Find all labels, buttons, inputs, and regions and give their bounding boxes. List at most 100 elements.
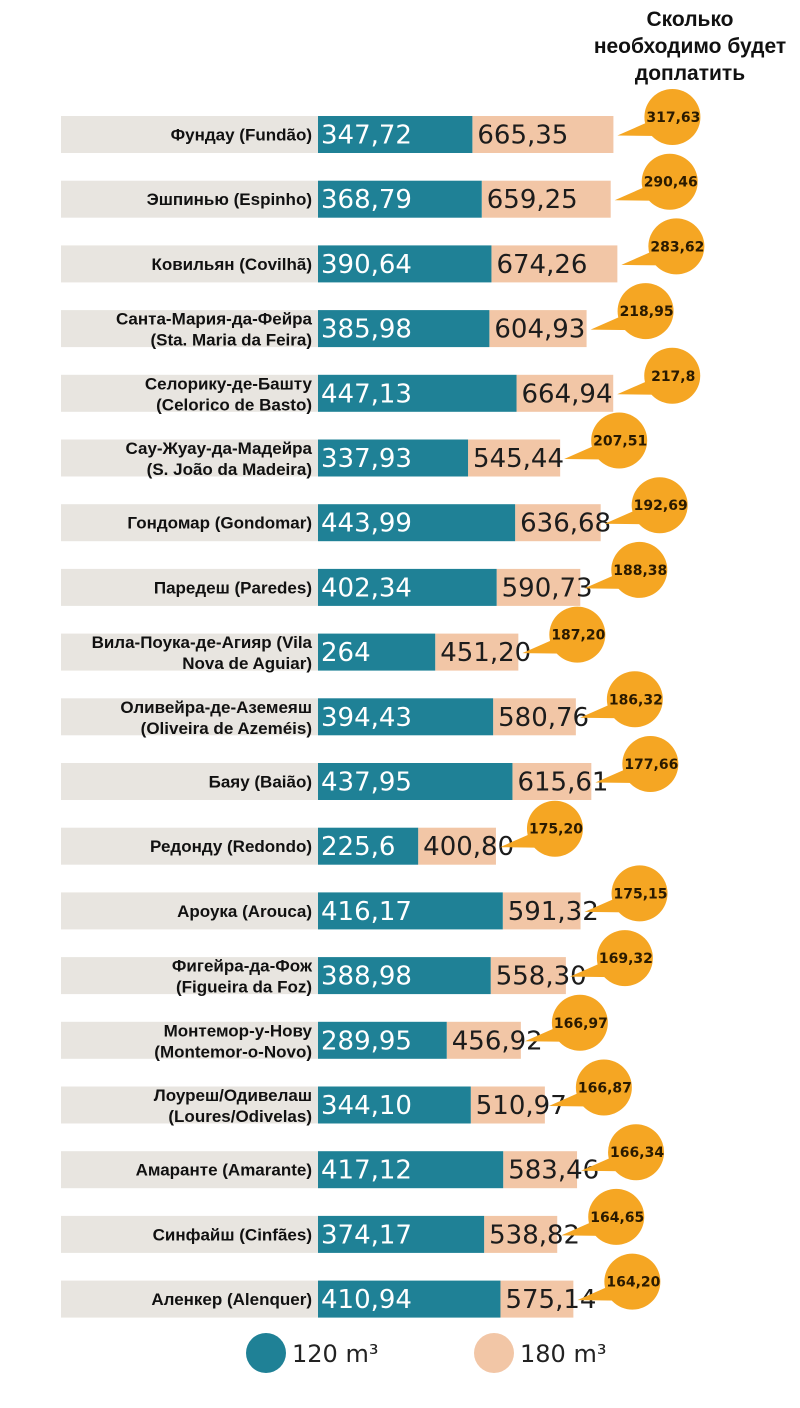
difference-label: 218,95 [620, 304, 674, 320]
bar-row: Редонду (Redondo) 225,6 400,80 175,20 [61, 800, 583, 865]
bar-120 [318, 892, 503, 930]
value-label-120: 344,10 [321, 1091, 412, 1121]
label-band [61, 439, 318, 477]
bar-180 [446, 1021, 521, 1059]
bar-row: Фундау (Fundão) 347,72 665,35 317,63 [61, 89, 700, 153]
bar-180 [470, 1086, 545, 1124]
bar-120 [318, 374, 517, 412]
label-band [61, 698, 318, 736]
category-label: Баяу (Baião) [209, 773, 312, 792]
bar-180 [500, 1280, 574, 1318]
chart-title-line: необходимо будет [594, 35, 786, 58]
bar-180 [512, 763, 592, 800]
category-label: (Celorico de Basto) [156, 395, 312, 414]
legend: 120 m³ 180 m³ [246, 1333, 606, 1373]
category-label: Санта-Мария-да-Фейра [116, 310, 313, 329]
bar-120 [318, 568, 497, 606]
category-label: Фигейра-да-Фож [172, 957, 313, 976]
category-label: Ковильян (Covilhã) [151, 255, 312, 274]
bar-row: Паредеш (Paredes) 402,34 590,73 188,38 [61, 541, 668, 606]
legend-label: 180 m³ [520, 1340, 606, 1368]
difference-label: 207,51 [593, 434, 647, 450]
difference-bubble [596, 930, 653, 987]
bar-180 [472, 116, 614, 153]
label-band [61, 957, 318, 995]
chart-title: Сколько необходимо будет доплатить [594, 8, 786, 85]
value-label-180: 615,61 [517, 768, 608, 798]
bar-row: Селорику-де-Башту (Celorico de Basto) 447,… [61, 347, 701, 414]
difference-label: 283,62 [650, 239, 704, 255]
difference-bubble [617, 283, 674, 340]
chart-title-line: доплатить [635, 62, 745, 85]
difference-label: 164,20 [606, 1275, 660, 1291]
category-label: Nova de Aguiar) [182, 654, 312, 673]
bar-180 [435, 633, 519, 671]
category-label: (Montemor-o-Novo) [154, 1042, 312, 1061]
bar-120 [318, 698, 494, 736]
value-label-120: 388,98 [321, 962, 412, 992]
difference-bubble [631, 477, 688, 534]
difference-label: 166,34 [610, 1145, 664, 1161]
difference-bubble [611, 541, 668, 598]
bar-120 [318, 1280, 501, 1318]
label-band [61, 1280, 318, 1318]
difference-bubble [644, 347, 701, 404]
bar-row: Ароука (Arouca) 416,17 591,32 175,15 [61, 865, 668, 930]
value-label-120: 390,64 [321, 250, 412, 280]
bar-120 [318, 1021, 447, 1059]
difference-bubble [575, 1059, 632, 1116]
difference-bubble [641, 153, 698, 210]
bar-180 [418, 827, 496, 865]
bar-row: Лоуреш/Одивелаш(Loures/Odivelas) 344,10 51… [61, 1059, 632, 1126]
label-band [61, 1021, 318, 1059]
value-label-120: 447,13 [321, 379, 412, 409]
category-label: Лоуреш/Одивелаш [154, 1086, 312, 1105]
bar-row: Оливейра-де-Аземеяш (Oliveira de Azeméis)… [61, 671, 663, 738]
value-label-120: 410,94 [321, 1285, 412, 1315]
category-label: Редонду (Redondo) [150, 837, 312, 856]
value-label-120: 368,79 [321, 185, 412, 215]
bar-row: Гондомар (Gondomar) 443,99 636,68 192,69 [61, 477, 688, 542]
value-label-120: 289,95 [321, 1026, 412, 1056]
category-label: Ароука (Arouca) [177, 902, 312, 921]
bar-row: Ковильян (Covilhã) 390,64 674,26 283,62 [61, 218, 704, 283]
bar-row: Монтемор-у-Нову(Montemor-o-Novo) 289,95 45… [61, 994, 608, 1061]
bar-180 [468, 439, 561, 477]
difference-bubble [606, 671, 663, 728]
difference-label: 217,8 [651, 369, 695, 385]
value-label-120: 416,17 [321, 897, 412, 927]
value-label-180: 545,44 [473, 444, 564, 474]
label-band [61, 568, 318, 606]
category-label: Аленкер (Alenquer) [151, 1290, 312, 1309]
category-label: (S. João da Madeira) [147, 460, 312, 479]
value-label-120: 264 [321, 638, 371, 668]
label-band [61, 1086, 318, 1124]
difference-bubble [549, 606, 606, 663]
label-band [61, 504, 318, 542]
label-band [61, 633, 318, 671]
value-label-120: 417,12 [321, 1156, 412, 1186]
bar-120 [318, 1151, 504, 1189]
label-band [61, 763, 318, 800]
label-band [61, 1151, 318, 1189]
legend-label: 120 m³ [292, 1340, 378, 1368]
bar-row: Фигейра-да-Фож(Figueira da Foz) 388,98 558… [61, 930, 653, 997]
category-label: Паредеш (Paredes) [154, 578, 312, 597]
difference-bubble [551, 994, 608, 1051]
label-band [61, 374, 318, 412]
value-label-120: 443,99 [321, 509, 412, 539]
difference-label: 166,87 [578, 1081, 632, 1097]
category-label: (Sta. Maria da Feira) [150, 331, 312, 350]
value-label-180: 590,73 [502, 573, 593, 603]
bar-180 [481, 180, 611, 218]
bar-120 [318, 116, 473, 153]
label-band [61, 245, 318, 283]
bar-row: Вила-Поука-де-Агияр (Vila Nova de Aguiar)… [61, 606, 606, 673]
bar-120 [318, 633, 436, 671]
value-label-120: 225,6 [321, 832, 395, 862]
bar-row: Сау-Жуау-да-Мадейра (S. João da Madeira) 3… [61, 412, 647, 479]
difference-bubble [604, 1253, 661, 1310]
